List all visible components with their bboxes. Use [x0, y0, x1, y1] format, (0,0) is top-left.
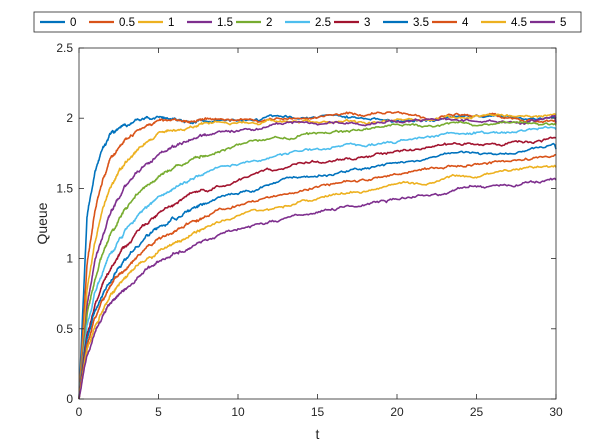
legend-label-2: 2 — [266, 17, 272, 29]
series-line-5 — [78, 177, 557, 400]
legend-label-0: 0 — [70, 17, 76, 29]
x-axis-label: t — [316, 426, 320, 442]
legend-label-0.5: 0.5 — [119, 17, 135, 29]
legend-label-2.5: 2.5 — [315, 17, 331, 29]
plot-area — [79, 48, 556, 399]
series-line-0.5 — [78, 110, 557, 400]
x-tick-label: 0 — [76, 405, 83, 419]
legend-label-1: 1 — [168, 17, 174, 29]
series-line-3.5 — [78, 142, 557, 400]
series-layer — [78, 110, 557, 400]
series-line-2.5 — [78, 125, 557, 400]
y-tick-label: 0 — [66, 392, 73, 406]
x-tick-label: 30 — [549, 405, 563, 419]
x-tick-label: 5 — [155, 405, 162, 419]
y-tick-label: 1.5 — [56, 181, 73, 195]
legend-label-3.5: 3.5 — [413, 17, 429, 29]
legend-label-5: 5 — [560, 17, 566, 29]
legend-label-4: 4 — [462, 17, 469, 29]
series-line-1.5 — [78, 114, 557, 400]
legend-label-3: 3 — [364, 17, 370, 29]
legend-label-1.5: 1.5 — [217, 17, 233, 29]
series-line-3 — [78, 136, 557, 400]
x-tick-label: 25 — [470, 405, 484, 419]
legend-label-4.5: 4.5 — [511, 17, 527, 29]
x-tick-label: 20 — [390, 405, 404, 419]
y-tick-label: 0.5 — [56, 322, 73, 336]
series-line-4.5 — [78, 164, 557, 400]
legend[interactable]: 0 0.5 1 1.5 2 2.5 3 3.5 4 4.5 5 — [33, 11, 582, 33]
x-tick-label: 10 — [231, 405, 245, 419]
y-tick-label: 1 — [66, 252, 73, 266]
y-tick-label: 2 — [66, 111, 73, 125]
series-line-2 — [78, 120, 557, 400]
x-tick-label: 15 — [311, 405, 325, 419]
y-axis-label: Queue — [34, 202, 50, 244]
series-line-4 — [78, 153, 557, 400]
y-tick-label: 2.5 — [56, 41, 73, 55]
axes-layer — [78, 47, 557, 400]
tick-labels: 0 5 10 15 20 25 30 0 0.5 1 1.5 2 2.5 — [56, 41, 563, 419]
